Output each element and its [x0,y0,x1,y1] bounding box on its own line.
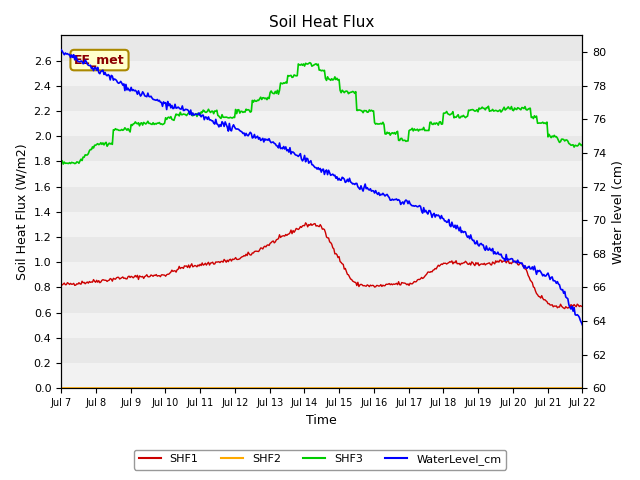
WaterLevel_cm [566,304,574,310]
Y-axis label: Water level (cm): Water level (cm) [612,160,625,264]
SHF3 [370,108,378,114]
SHF1 [561,306,568,312]
SHF1 [369,282,376,288]
Title: Soil Heat Flux: Soil Heat Flux [269,15,374,30]
Bar [61,60,582,86]
WaterLevel_cm [484,247,492,253]
X-axis label: Time: Time [307,414,337,427]
SHF3 [579,142,586,147]
SHF3 [60,161,67,167]
Bar [61,161,582,187]
SHF3 [307,60,315,66]
Line: WaterLevel_cm: WaterLevel_cm [61,50,582,325]
SHF1 [306,222,314,228]
SHF1 [302,220,310,226]
SHF3 [58,159,65,165]
SHF2 [367,385,375,391]
Bar [61,212,582,237]
WaterLevel_cm [339,175,347,181]
SHF1 [568,302,576,308]
Bar [61,111,582,136]
Legend: SHF1, SHF2, SHF3, WaterLevel_cm: SHF1, SHF2, SHF3, WaterLevel_cm [134,450,506,469]
WaterLevel_cm [367,188,375,194]
SHF2 [339,385,347,391]
Y-axis label: Soil Heat Flux (W/m2): Soil Heat Flux (W/m2) [15,144,28,280]
WaterLevel_cm [305,160,312,166]
Bar [61,363,582,388]
SHF1 [579,304,586,310]
WaterLevel_cm [579,322,586,328]
SHF3 [486,108,494,114]
Bar [61,312,582,338]
SHF2 [308,385,316,391]
SHF2 [566,385,574,391]
SHF2 [305,385,312,391]
Text: EE_met: EE_met [74,54,125,67]
SHF2 [579,385,586,391]
SHF1 [486,260,493,266]
SHF3 [568,142,576,148]
WaterLevel_cm [58,47,65,53]
SHF1 [340,266,348,272]
SHF3 [310,62,318,68]
Bar [61,262,582,288]
Line: SHF3: SHF3 [61,63,582,164]
SHF1 [58,282,65,288]
SHF1 [309,222,317,228]
SHF3 [342,88,349,94]
Line: SHF1: SHF1 [61,223,582,309]
SHF3 [306,60,314,66]
WaterLevel_cm [308,162,316,168]
SHF2 [58,385,65,391]
SHF2 [484,385,492,391]
